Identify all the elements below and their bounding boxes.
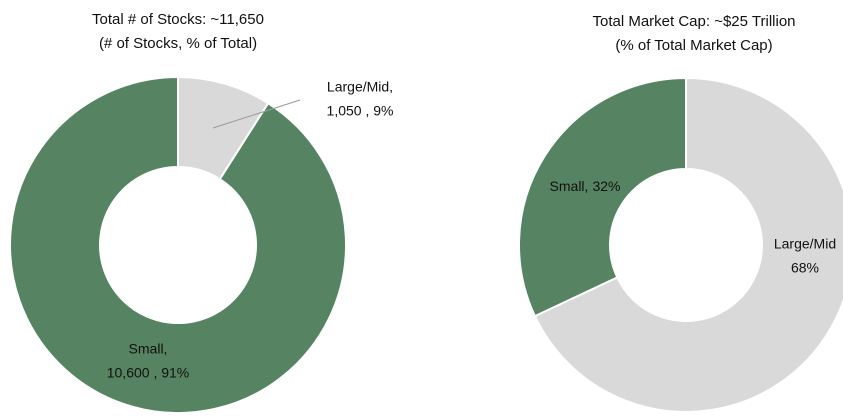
- value-label: 68%: [791, 260, 819, 276]
- donut-slice: [533, 76, 843, 413]
- category-label: Small,: [550, 178, 589, 194]
- leader-line: [212, 99, 301, 129]
- slice-label: Large/Mid,: [327, 79, 393, 95]
- chart-title: Total # of Stocks: ~11,650: [92, 11, 264, 28]
- slice-label: Small, 32%: [550, 178, 621, 194]
- value-label: 1,050 , 9%: [327, 103, 394, 119]
- slice-label: Large/Mid: [774, 236, 836, 252]
- donut-slice: [518, 76, 687, 318]
- value-label: 10,600 , 91%: [107, 365, 190, 381]
- value-label: 32%: [592, 178, 620, 194]
- chart-subtitle: (% of Total Market Cap): [615, 37, 772, 54]
- chart-subtitle: (# of Stocks, % of Total): [99, 35, 257, 52]
- chart-title: Total Market Cap: ~$25 Trillion: [592, 13, 795, 30]
- slice-label: Small,: [129, 341, 168, 357]
- donut-slice: [9, 75, 347, 414]
